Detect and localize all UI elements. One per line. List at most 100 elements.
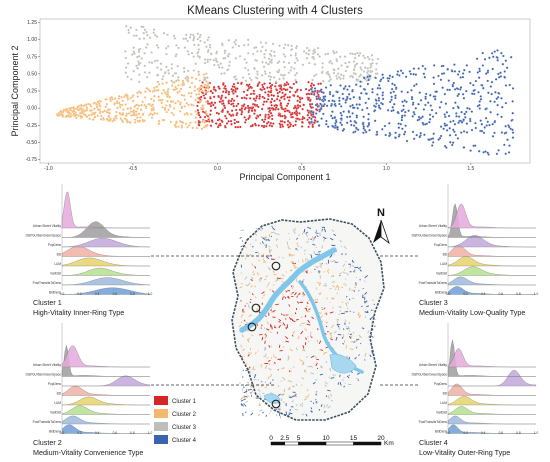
map-street-segment [357, 379, 360, 382]
map-street-segment [255, 251, 258, 253]
map-street-segment [353, 311, 355, 313]
scatter-point [155, 85, 159, 88]
map-street-segment [301, 405, 304, 408]
map-street-segment [304, 249, 307, 252]
scatter-point [362, 87, 366, 91]
map-street-segment [340, 245, 343, 248]
scatter-point [152, 99, 156, 102]
scatter-point [209, 109, 213, 112]
scatter-point [322, 112, 325, 116]
map-street-segment [266, 328, 270, 331]
ridge-density [61, 345, 150, 368]
scatter-point [354, 126, 358, 130]
scatter-point [194, 110, 197, 113]
map-street-segment [370, 343, 373, 347]
map-street-segment [284, 289, 287, 291]
scatter-point [286, 88, 289, 91]
scatter-point [223, 72, 226, 75]
scatter-point [258, 95, 261, 98]
map-street-segment [310, 331, 312, 334]
scatter-point [367, 118, 370, 121]
scatter-point [443, 124, 447, 127]
scale-segment [298, 441, 327, 446]
scatter-point [421, 121, 425, 125]
scatter-point [263, 82, 266, 85]
scatter-point [219, 97, 223, 101]
scatter-point [432, 64, 436, 67]
ridge-density [62, 375, 151, 387]
scatter-point [375, 62, 378, 65]
cluster-2-subtitle: Medium‐Vitality Convenience Type [33, 448, 143, 457]
map-street-segment [322, 226, 326, 228]
scatter-point [184, 77, 187, 80]
legend-swatch [154, 422, 168, 431]
map-street-segment [262, 236, 267, 239]
scatter-point [170, 67, 174, 70]
scatter-point [447, 79, 451, 82]
scatter-point [203, 83, 207, 87]
scatter-point [270, 93, 273, 97]
map-street-segment [341, 253, 343, 256]
y-tick-label: 1.00 [27, 37, 37, 43]
map-street-segment [287, 355, 289, 359]
scatter-point [353, 56, 357, 60]
scatter-point [263, 52, 266, 56]
scatter-point [335, 74, 338, 78]
scatter-point [117, 97, 121, 100]
scatter-point [316, 105, 319, 108]
map-street-segment [352, 261, 355, 263]
scatter-point [308, 61, 311, 65]
scatter-point [260, 124, 264, 128]
map-street-segment [353, 286, 357, 289]
map-street-segment [320, 365, 323, 369]
scale-label: 0 [269, 435, 273, 442]
map-street-segment [240, 313, 244, 318]
scatter-point [351, 112, 354, 115]
scatter-point [159, 62, 163, 65]
map-street-segment [242, 249, 244, 251]
scatter-point [367, 112, 370, 116]
scatter-point [353, 65, 357, 68]
map-street-segment [292, 385, 295, 388]
scatter-point [477, 91, 480, 94]
scatter-point [201, 110, 205, 114]
map-street-segment [332, 346, 335, 350]
map-street-segment [240, 245, 243, 248]
scatter-point [248, 114, 251, 118]
scatter-point [234, 43, 237, 46]
map-street-segment [287, 313, 289, 316]
scale-segment [353, 441, 382, 446]
map-street-segment [297, 245, 300, 248]
scatter-point [336, 125, 339, 129]
y-tick-label: -0.25 [26, 123, 38, 129]
scatter-point [365, 106, 369, 110]
scatter-point [184, 37, 188, 40]
scatter-point [432, 95, 436, 98]
scatter-point [310, 117, 313, 121]
map-street-segment [284, 297, 286, 299]
scatter-point [336, 90, 339, 94]
map-street-segment [261, 302, 263, 305]
scatter-point [302, 116, 306, 120]
scatter-point [233, 118, 236, 122]
scatter-point [232, 75, 236, 79]
map-street-segment [319, 265, 323, 269]
map-street-segment [327, 389, 331, 392]
scatter-point [388, 131, 392, 135]
ridge-panel-cluster-3: BldDensPostTransitsToDensVariDistLUMBDPo… [412, 184, 538, 296]
scatter-point [131, 94, 135, 97]
scatter-point [260, 74, 264, 77]
scatter-point [308, 116, 311, 119]
scatter-point [307, 125, 310, 129]
map-street-segment [254, 266, 257, 269]
scatter-point [391, 106, 394, 109]
map-street-segment [358, 266, 362, 270]
scatter-point [142, 37, 146, 40]
scatter-point [212, 95, 216, 99]
scatter-point [284, 83, 288, 87]
scatter-point [138, 119, 142, 122]
scatter-point [364, 66, 367, 69]
scatter-plot: -1.0 -0.5 0.0 0.5 1.0 1.5 -0.75-0.50-0.250.00… [26, 18, 531, 172]
scatter-point [394, 131, 397, 135]
scatter-point [450, 69, 454, 73]
